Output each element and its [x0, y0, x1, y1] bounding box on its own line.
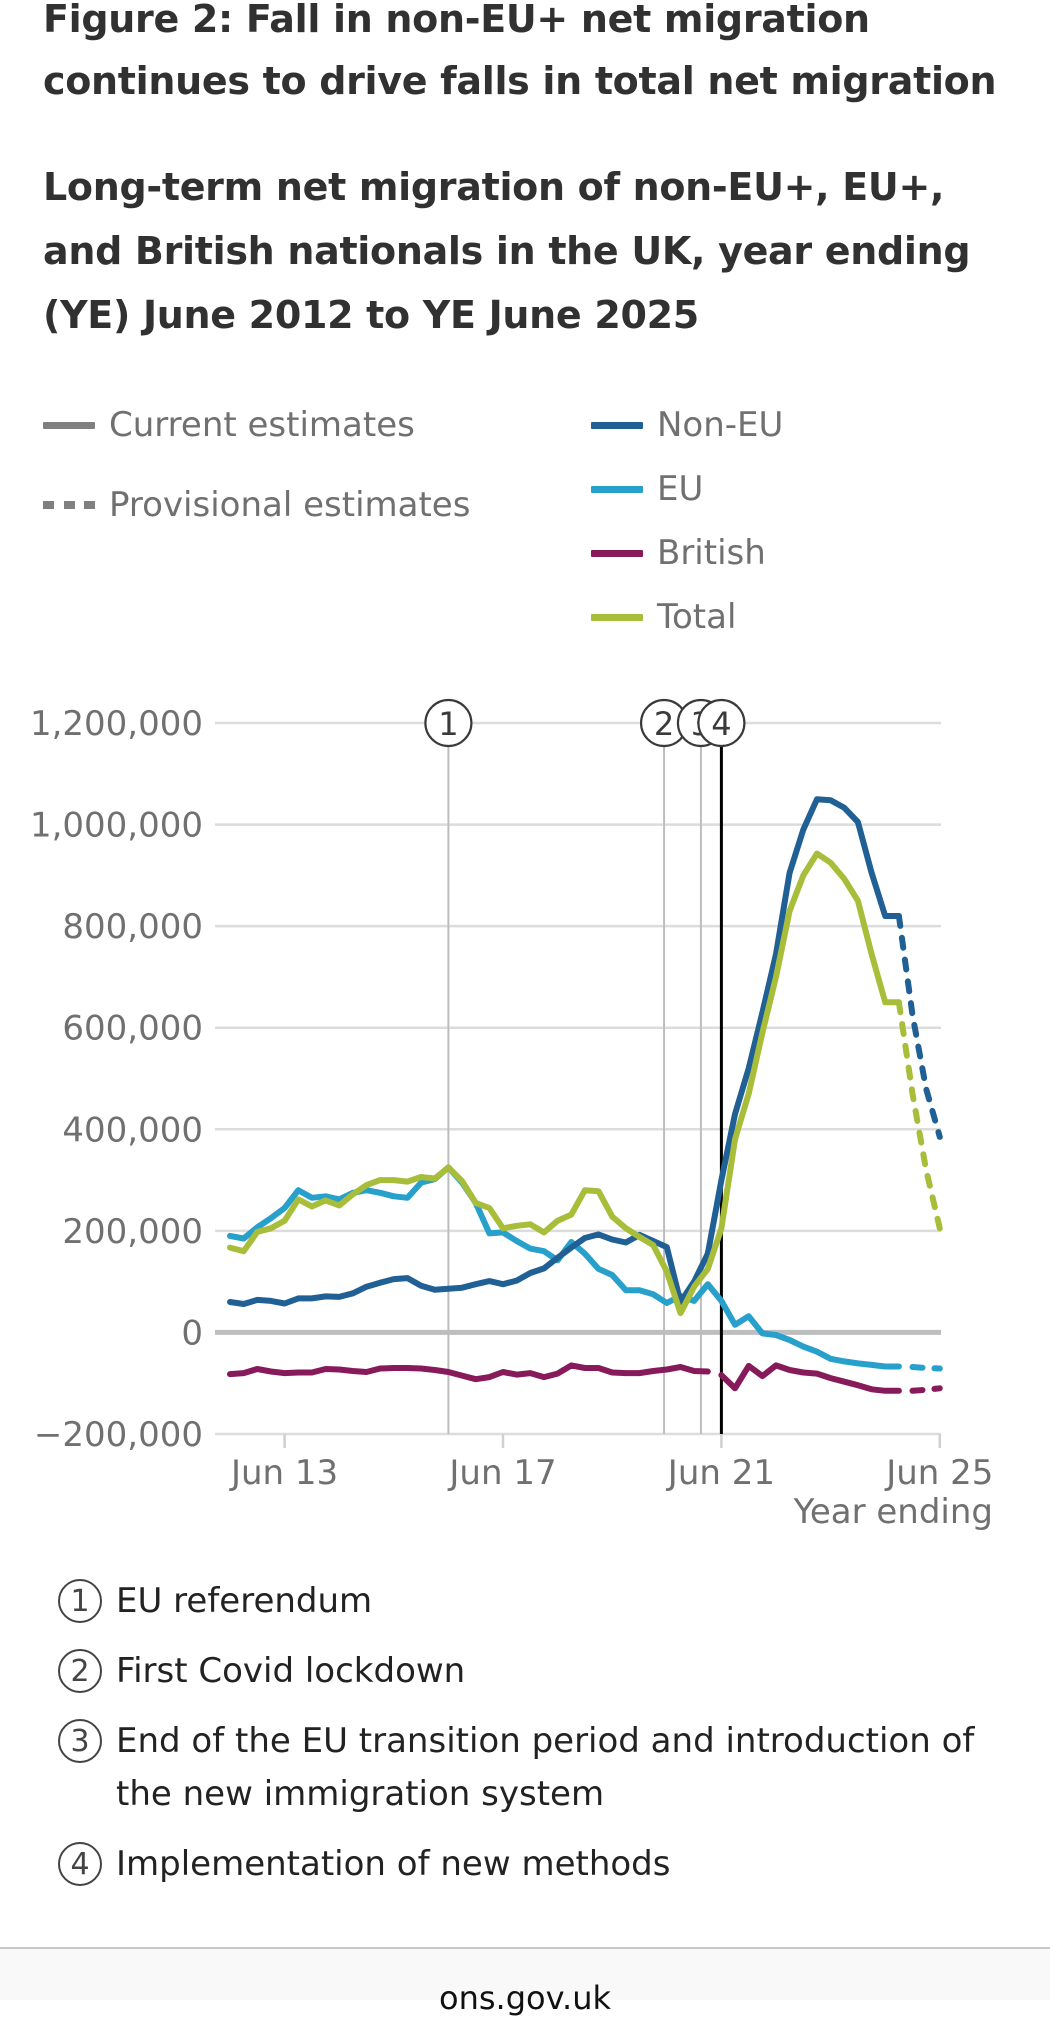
legend-item-total: Total — [591, 597, 736, 637]
reference-marker-label: 2 — [654, 705, 674, 743]
british-swatch-icon — [591, 549, 643, 557]
legend-label: Provisional estimates — [109, 485, 471, 525]
total-swatch-icon — [591, 613, 643, 621]
x-tick-label: Jun 17 — [447, 1453, 556, 1493]
legend-item-eu: EU — [591, 469, 703, 509]
reference-markers: 1234 — [424, 698, 746, 748]
reference-notes: 1 EU referendum 2 First Covid lockdown 3… — [58, 1575, 1018, 1908]
footer-divider — [0, 1947, 1050, 1949]
reference-marker: 1 — [424, 698, 473, 748]
note-text: EU referendum — [116, 1581, 373, 1621]
y-tick-label: 200,000 — [62, 1212, 203, 1252]
y-tick-label: 1,000,000 — [30, 806, 203, 846]
y-tick-label: 1,200,000 — [30, 704, 203, 744]
line-chart: −200,000 0 200,000 400,000 600,000 800,000 1,0… — [30, 698, 993, 1532]
legend-item-current-estimates: Current estimates — [43, 405, 415, 445]
series-line-total — [227, 850, 902, 1317]
x-tick-label: Jun 13 — [229, 1453, 338, 1493]
y-axis-labels: −200,000 0 200,000 400,000 600,000 800,000 1,0… — [30, 704, 203, 1455]
x-axis: Jun 13 Jun 17 Jun 21 Jun 25 — [229, 1434, 993, 1493]
note-item: 2 First Covid lockdown — [58, 1645, 1018, 1698]
y-tick-label: 400,000 — [62, 1110, 203, 1150]
reference-marker: 2 — [639, 698, 689, 748]
legend: Current estimates Provisional estimates … — [43, 405, 1023, 655]
note-text: End of the EU transition period and intr… — [116, 1721, 975, 1814]
legend-item-provisional-estimates: Provisional estimates — [43, 485, 470, 525]
series-provisional-total — [895, 999, 943, 1232]
number-circle-icon — [697, 698, 746, 748]
legend-label: Non-EU — [657, 405, 784, 445]
legend-label: British — [657, 533, 766, 573]
x-tick-label: Jun 25 — [884, 1453, 993, 1493]
series-provisional-british — [909, 1385, 943, 1394]
note-text: Implementation of new methods — [116, 1844, 671, 1884]
reference-marker-label: 1 — [438, 705, 458, 743]
note-text: First Covid lockdown — [116, 1651, 466, 1691]
browser-address-bar[interactable]: ons.gov.uk — [0, 1949, 1050, 2017]
series-line-eu — [227, 1164, 902, 1370]
x-tick-label: Jun 21 — [666, 1453, 775, 1493]
series-line-non-eu — [227, 1231, 711, 1307]
solid-line-swatch-icon — [43, 421, 95, 429]
x-axis-title: Year ending — [793, 1492, 993, 1532]
eu-swatch-icon — [591, 485, 643, 493]
chart-subtitle: Long-term net migration of non-EU+, EU+,… — [43, 165, 971, 337]
y-tick-label: −200,000 — [34, 1415, 203, 1455]
reference-marker: 4 — [697, 698, 746, 748]
legend-label: Current estimates — [109, 405, 415, 445]
url-text[interactable]: ons.gov.uk — [438, 1979, 612, 2017]
number-circle-icon: 3 — [58, 1719, 102, 1763]
number-circle-icon: 2 — [58, 1649, 102, 1693]
series-line-non-eu — [704, 796, 902, 1257]
dotted-line-swatch-icon — [43, 501, 95, 509]
figure-title: Figure 2: Fall in non-EU+ net migration … — [43, 0, 997, 103]
y-tick-label: 800,000 — [62, 907, 203, 947]
series-lines — [227, 796, 943, 1394]
series-provisional-non-eu — [895, 913, 943, 1140]
reference-marker-label: 4 — [711, 705, 731, 743]
legend-label: Total — [657, 597, 737, 637]
y-tick-label: 600,000 — [62, 1009, 203, 1049]
legend-label: EU — [657, 469, 704, 509]
legend-item-british: British — [591, 533, 766, 573]
series-line-british — [227, 1362, 711, 1383]
number-circle-icon — [424, 698, 473, 748]
y-tick-label: 0 — [181, 1313, 203, 1353]
gridlines — [215, 721, 941, 1436]
number-circle-icon: 1 — [58, 1579, 102, 1623]
legend-item-non-eu: Non-EU — [591, 405, 783, 445]
non-eu-swatch-icon — [591, 421, 643, 429]
note-item: 3 End of the EU transition period and in… — [58, 1715, 1018, 1821]
series-line-british — [718, 1362, 902, 1394]
reference-lines — [447, 745, 723, 1434]
number-circle-icon: 4 — [58, 1842, 102, 1886]
note-item: 4 Implementation of new methods — [58, 1838, 1018, 1891]
series-provisional-eu — [909, 1364, 943, 1372]
note-item: 1 EU referendum — [58, 1575, 1018, 1628]
